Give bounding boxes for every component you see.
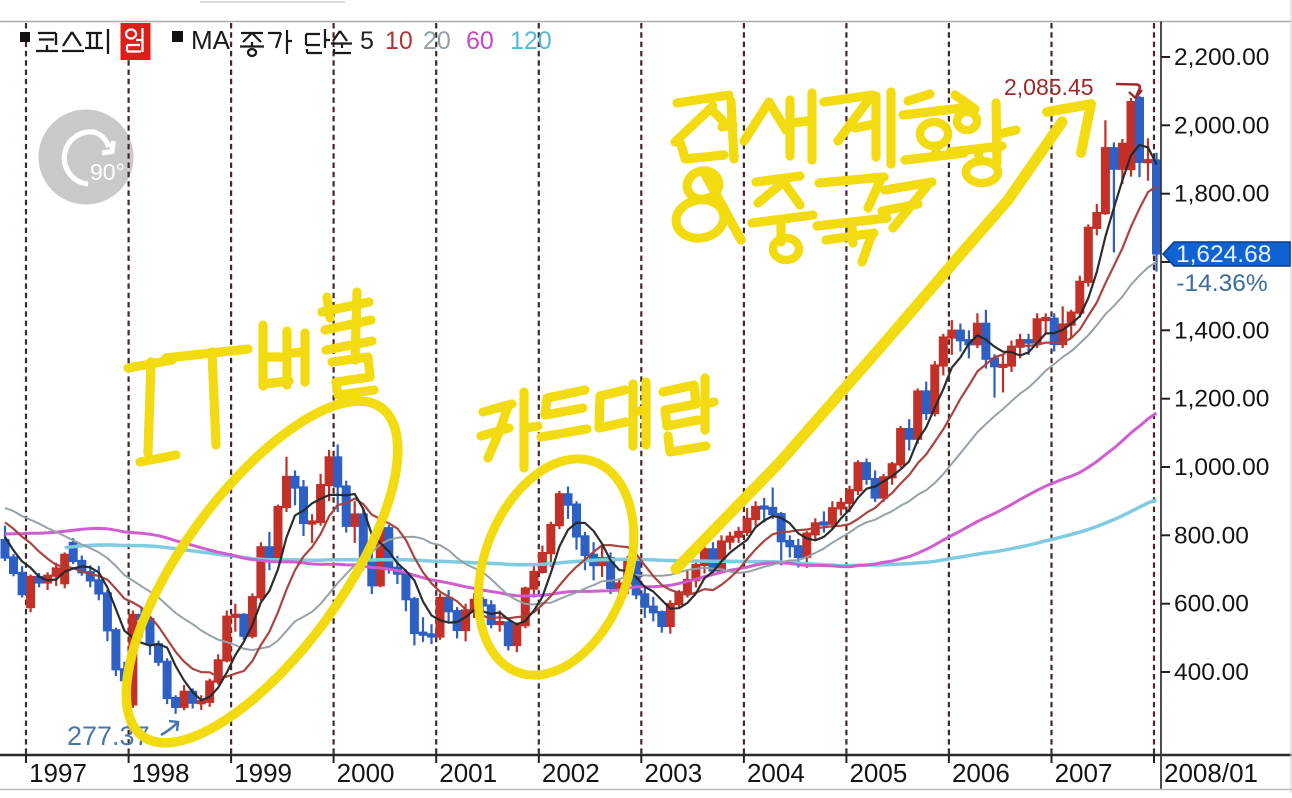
svg-text:2002: 2002 [542, 758, 600, 788]
svg-text:-14.36%: -14.36% [1176, 270, 1267, 297]
svg-text:1,400.00: 1,400.00 [1174, 317, 1269, 344]
svg-text:10: 10 [385, 27, 413, 55]
svg-text:1,800.00: 1,800.00 [1174, 181, 1269, 208]
svg-text:1997: 1997 [29, 758, 87, 788]
svg-text:2004: 2004 [747, 758, 805, 788]
svg-text:1,200.00: 1,200.00 [1174, 386, 1269, 413]
svg-text:600.00: 600.00 [1174, 591, 1249, 618]
svg-text:2005: 2005 [849, 758, 907, 788]
svg-text:2007: 2007 [1055, 758, 1113, 788]
svg-text:1,624.68: 1,624.68 [1176, 241, 1271, 268]
svg-text:2003: 2003 [644, 758, 702, 788]
svg-text:20: 20 [423, 27, 451, 55]
svg-text:5: 5 [360, 27, 374, 55]
svg-text:2,000.00: 2,000.00 [1174, 112, 1269, 139]
svg-text:1998: 1998 [132, 758, 190, 788]
svg-text:MA: MA [191, 25, 231, 55]
svg-text:800.00: 800.00 [1174, 522, 1249, 549]
svg-text:2,085.45: 2,085.45 [1004, 74, 1094, 100]
svg-text:400.00: 400.00 [1174, 659, 1249, 686]
svg-text:60: 60 [466, 27, 494, 55]
svg-text:2,200.00: 2,200.00 [1174, 44, 1269, 71]
svg-text:2001: 2001 [439, 758, 497, 788]
svg-text:120: 120 [510, 27, 552, 55]
svg-text:2008/01: 2008/01 [1164, 758, 1258, 788]
svg-text:2006: 2006 [952, 758, 1010, 788]
svg-text:1,000.00: 1,000.00 [1174, 454, 1269, 481]
svg-text:2000: 2000 [337, 758, 395, 788]
svg-text:1999: 1999 [234, 758, 292, 788]
svg-text:90°: 90° [90, 159, 125, 185]
